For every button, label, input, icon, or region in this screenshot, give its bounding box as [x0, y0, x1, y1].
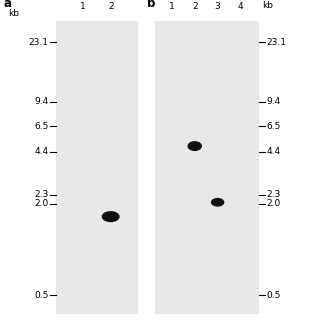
Text: 2.3: 2.3: [34, 190, 49, 199]
Ellipse shape: [188, 141, 202, 151]
Text: 9.4: 9.4: [267, 97, 281, 106]
Text: 2.3: 2.3: [267, 190, 281, 199]
Text: 2: 2: [108, 2, 114, 11]
Text: 1: 1: [80, 2, 86, 11]
Text: 1: 1: [169, 2, 175, 11]
Text: 6.5: 6.5: [34, 122, 49, 131]
Text: kb: kb: [8, 9, 19, 18]
Text: b: b: [147, 0, 156, 10]
Text: 4.4: 4.4: [35, 147, 49, 156]
Text: kb: kb: [262, 1, 273, 10]
Text: a: a: [3, 0, 11, 10]
Text: 4.4: 4.4: [267, 147, 281, 156]
Text: 9.4: 9.4: [34, 97, 49, 106]
Ellipse shape: [211, 198, 224, 207]
Text: 3: 3: [215, 2, 220, 11]
Text: 0.5: 0.5: [267, 291, 281, 300]
Text: 2.0: 2.0: [34, 199, 49, 208]
Text: 4: 4: [238, 2, 243, 11]
Text: 23.1: 23.1: [267, 38, 287, 47]
Text: 23.1: 23.1: [29, 38, 49, 47]
Text: 0.5: 0.5: [34, 291, 49, 300]
Ellipse shape: [102, 211, 120, 222]
Text: 6.5: 6.5: [267, 122, 281, 131]
Text: 2: 2: [192, 2, 197, 11]
Text: 2.0: 2.0: [267, 199, 281, 208]
